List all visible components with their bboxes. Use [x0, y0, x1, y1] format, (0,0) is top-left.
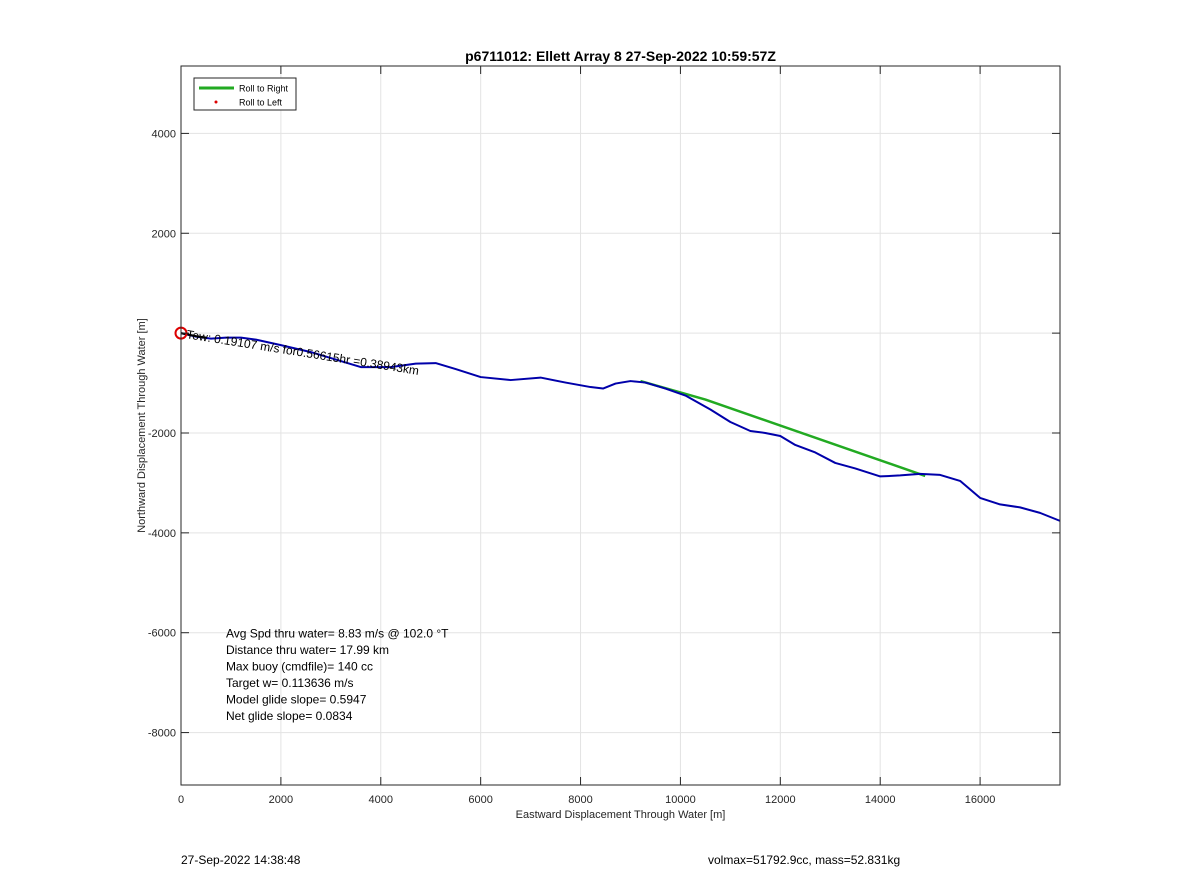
chart-title: p6711012: Ellett Array 8 27-Sep-2022 10:…	[465, 48, 776, 64]
stats-annotation-6: Net glide slope= 0.0834	[226, 709, 353, 723]
y-tick-label: -8000	[148, 728, 176, 740]
x-tick-label: 0	[178, 794, 184, 806]
series-line-1	[180, 332, 1061, 522]
y-tick-label: -4000	[148, 528, 176, 540]
x-tick-label: 12000	[765, 794, 796, 806]
stats-annotation-5: Model glide slope= 0.5947	[226, 693, 367, 707]
x-tick-label: 16000	[965, 794, 996, 806]
footer-mass-info: volmax=51792.9cc, mass=52.831kg	[708, 853, 901, 867]
y-tick-label: 4000	[152, 128, 176, 140]
x-tick-label: 14000	[865, 794, 896, 806]
plot-area	[181, 66, 1060, 785]
legend-label: Roll to Right	[239, 84, 289, 94]
y-tick-label: 2000	[152, 228, 176, 240]
stats-annotation-2: Distance thru water= 17.99 km	[226, 643, 389, 657]
stats-annotation-4: Target w= 0.113636 m/s	[226, 676, 354, 690]
legend-dot-swatch	[214, 100, 218, 104]
legend-box	[193, 77, 297, 111]
y-axis-label: Northward Displacement Through Water [m]	[136, 318, 148, 533]
stats-annotation-1: Avg Spd thru water= 8.83 m/s @ 102.0 °T	[226, 627, 449, 641]
x-tick-label: 6000	[468, 794, 492, 806]
footer-timestamp: 27-Sep-2022 14:38:48	[181, 853, 301, 867]
x-tick-label: 8000	[568, 794, 592, 806]
y-tick-label: -2000	[148, 428, 176, 440]
x-tick-label: 10000	[665, 794, 696, 806]
x-tick-label: 4000	[369, 794, 393, 806]
y-tick-label: -6000	[148, 628, 176, 640]
x-axis-label: Eastward Displacement Through Water [m]	[516, 809, 726, 821]
stats-annotation-3: Max buoy (cmdfile)= 140 cc	[226, 660, 373, 674]
legend-label: Roll to Left	[239, 98, 283, 108]
x-tick-label: 2000	[269, 794, 293, 806]
axes-box	[180, 65, 1061, 786]
